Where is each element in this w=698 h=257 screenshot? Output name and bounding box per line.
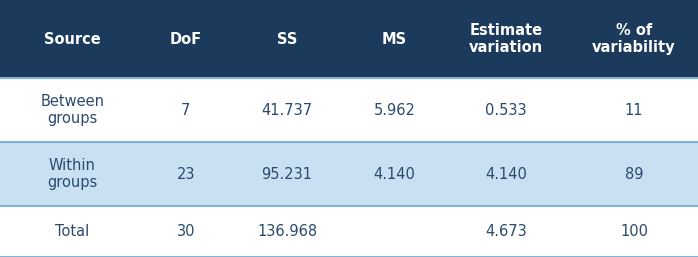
Text: DoF: DoF — [170, 32, 202, 47]
Text: SS: SS — [277, 32, 297, 47]
Bar — [0, 142, 698, 206]
Text: 4.140: 4.140 — [485, 167, 527, 182]
Text: MS: MS — [382, 32, 407, 47]
Bar — [0, 0, 698, 78]
Text: 23: 23 — [177, 167, 195, 182]
Text: 136.968: 136.968 — [257, 224, 317, 239]
Text: Source: Source — [44, 32, 101, 47]
Text: 100: 100 — [620, 224, 648, 239]
Text: 4.673: 4.673 — [485, 224, 527, 239]
Text: 89: 89 — [625, 167, 644, 182]
Text: 0.533: 0.533 — [485, 103, 527, 118]
Bar — [0, 206, 698, 257]
Text: Total: Total — [55, 224, 89, 239]
Text: % of
variability: % of variability — [592, 23, 676, 55]
Text: 4.140: 4.140 — [373, 167, 415, 182]
Text: 41.737: 41.737 — [262, 103, 313, 118]
Bar — [0, 78, 698, 142]
Text: Within
groups: Within groups — [47, 158, 98, 190]
Text: Estimate
variation: Estimate variation — [469, 23, 543, 55]
Text: 30: 30 — [177, 224, 195, 239]
Text: 5.962: 5.962 — [373, 103, 415, 118]
Text: 11: 11 — [625, 103, 644, 118]
Text: Between
groups: Between groups — [40, 94, 104, 126]
Text: 7: 7 — [181, 103, 191, 118]
Text: 95.231: 95.231 — [262, 167, 313, 182]
